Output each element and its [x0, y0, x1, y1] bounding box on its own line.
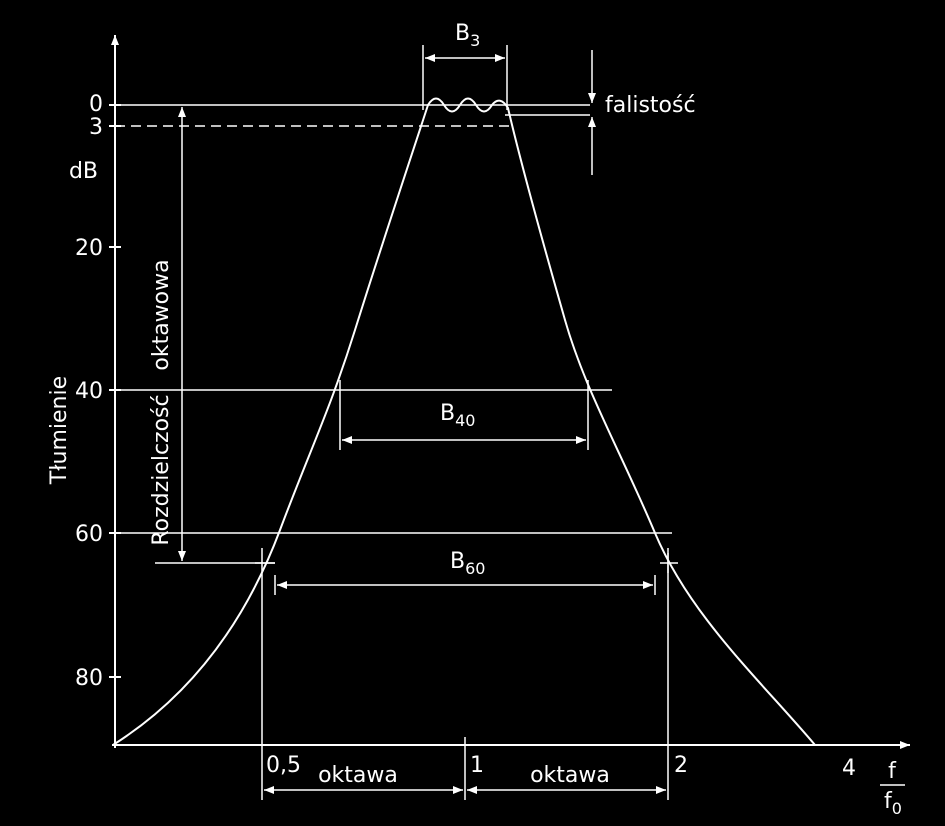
octave-label: oktawa: [318, 763, 398, 788]
b40-label: B40: [440, 401, 475, 430]
main: B: [455, 21, 470, 46]
y-tick-label: 80: [75, 666, 103, 691]
x-label-denominator: f0: [884, 789, 902, 818]
labels: 0 3 20 40 60 80 dB Tłumienie Rozdzielczo…: [47, 21, 902, 818]
resolution-label: oktawowa: [149, 259, 174, 370]
y-tick-label: 3: [89, 115, 103, 140]
axes: [109, 35, 910, 749]
y-tick-label: 60: [75, 522, 103, 547]
ripple-label: falistość: [605, 93, 696, 118]
main: B: [450, 549, 465, 574]
x-tick-label: 0,5: [266, 753, 301, 778]
y-title: Tłumienie: [47, 376, 72, 485]
response-curve: [112, 97, 816, 746]
y-tick-label: 0: [89, 92, 103, 117]
x-tick-label: 2: [674, 753, 688, 778]
sub: 60: [465, 559, 485, 578]
b3-label: B3: [455, 21, 480, 50]
y-tick-label: 40: [75, 379, 103, 404]
x-label-numerator: f: [888, 759, 897, 784]
resolution-label: Rozdzielczość: [149, 394, 174, 545]
sub: 0: [892, 799, 902, 818]
dimension-arrows: [178, 50, 905, 794]
x-tick-label: 4: [842, 756, 856, 781]
guides: [115, 45, 678, 800]
sub: 3: [470, 31, 480, 50]
main: B: [440, 401, 455, 426]
octave-label: oktawa: [530, 763, 610, 788]
y-tick-label: 20: [75, 236, 103, 261]
x-tick-label: 1: [470, 753, 484, 778]
main: f: [884, 789, 893, 814]
sub: 40: [455, 411, 475, 430]
b60-label: B60: [450, 549, 485, 578]
y-unit: dB: [69, 159, 98, 184]
